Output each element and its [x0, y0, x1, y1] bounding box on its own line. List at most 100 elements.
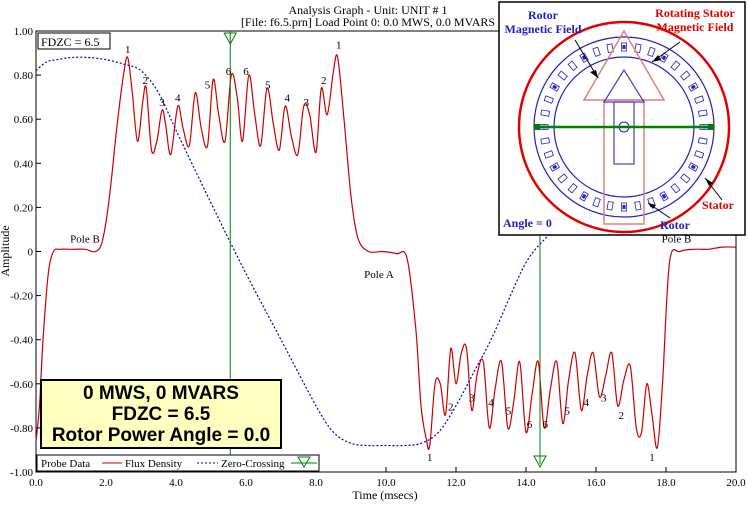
- info-line-load: 0 MWS, 0 MVARS: [83, 383, 239, 404]
- stator-field-label-line1: Rotating Stator: [655, 6, 735, 20]
- stator-slot: [680, 173, 691, 184]
- curve-annotation: 5: [506, 406, 512, 418]
- zero-crossing-line: [35, 56, 579, 447]
- curve-annotation: Pole B: [70, 234, 100, 246]
- x-tick-label: 20.0: [726, 477, 746, 489]
- rotor-pointer-head: [648, 203, 656, 209]
- stator-slot-conductor: [661, 193, 667, 199]
- stator-slot: [697, 109, 708, 117]
- y-tick-label: -1.00: [10, 467, 33, 479]
- curve-annotation: 4: [285, 93, 291, 105]
- curve-annotation: Pole A: [364, 269, 394, 281]
- x-axis-title: Time (msecs): [352, 488, 417, 502]
- stator-winding-slots: [539, 42, 709, 212]
- curve-annotation: 3: [159, 97, 165, 109]
- stator-slot: [549, 82, 560, 92]
- y-tick-label: -0.60: [10, 379, 33, 391]
- stator-slot: [543, 95, 554, 104]
- fdzc-label-box: [37, 32, 111, 50]
- chart-title: Analysis Graph - Unit: UNIT # 1: [288, 3, 447, 17]
- axis-end-left: [534, 124, 540, 130]
- info-line-power-angle: Rotor Power Angle = 0.0: [51, 425, 271, 446]
- x-tick-label: 12.0: [446, 477, 466, 489]
- series-layer: [35, 54, 737, 450]
- x-tick-label: 14.0: [516, 477, 536, 489]
- stator-slot: [694, 150, 705, 159]
- info-line-fdzc: FDZC = 6.5: [111, 404, 211, 425]
- stator-slot: [680, 70, 691, 81]
- curve-annotation: 2: [618, 410, 624, 422]
- curve-annotation: 2: [321, 75, 327, 87]
- stator-slot: [606, 43, 614, 54]
- stator-slot-conductor: [622, 205, 626, 209]
- y-tick-label: 0.20: [14, 202, 34, 214]
- curve-annotation: 3: [303, 97, 309, 109]
- stator-slot: [579, 191, 589, 202]
- curve-annotation: 5: [565, 406, 571, 418]
- rotor-label: Rotor: [660, 218, 691, 232]
- stator-slot-conductor: [690, 84, 696, 90]
- stator-slot-conductor: [581, 193, 587, 199]
- y-tick-label: 0: [28, 247, 34, 259]
- stator-slot: [647, 46, 656, 57]
- stator-slot: [567, 60, 578, 71]
- legend: [36, 454, 320, 472]
- stator-slot-conductor: [622, 45, 626, 49]
- stator-slot: [670, 60, 681, 71]
- stator-slot: [621, 202, 627, 212]
- rotor-magnetic-field-label-line1: Rotor: [528, 8, 559, 22]
- legend-probe-data: Probe Data: [41, 458, 90, 470]
- legend-zero-crossing: Zero-Crossing: [221, 458, 285, 470]
- operating-point-box: 0 MWS, 0 MVARS FDZC = 6.5 Rotor Power An…: [40, 379, 282, 449]
- y-axis-title: Amplitude: [0, 225, 12, 276]
- stator-slot-conductor: [581, 55, 587, 61]
- stator-slot: [557, 173, 568, 184]
- stator-slot: [670, 183, 681, 194]
- chart-subtitle: [File: f6.5.prn] Load Point 0: 0.0 MWS, …: [241, 15, 495, 29]
- angle-label: Angle = 0: [503, 216, 552, 230]
- fdzc-label: FDZC = 6.5: [41, 35, 99, 49]
- y-tick-label: -0.80: [10, 423, 33, 435]
- stator-slot: [659, 191, 669, 202]
- stator-slot: [634, 200, 642, 211]
- x-tick-label: 2.0: [99, 477, 113, 489]
- stator-slot: [567, 183, 578, 194]
- curve-annotation: Pole B: [662, 234, 692, 246]
- stator-outer-circle: [517, 20, 731, 234]
- stator-slot: [549, 162, 560, 172]
- y-tick-label: 0.60: [14, 114, 34, 126]
- curve-annotation: 5: [205, 79, 211, 91]
- stator-slot: [557, 70, 568, 81]
- curve-annotation: 6: [226, 66, 232, 78]
- stator-slot: [592, 46, 601, 57]
- stator-slot: [688, 162, 699, 172]
- curve-annotation: 2: [448, 401, 454, 413]
- axis-end-right: [708, 124, 714, 130]
- stator-slot-conductor: [552, 84, 558, 90]
- marker-triangle: [533, 455, 547, 469]
- stator-slot: [540, 109, 551, 117]
- curve-annotation: 5: [265, 79, 271, 91]
- stator-slot: [659, 52, 669, 63]
- stator-slot: [592, 197, 601, 208]
- x-tick-label: 8.0: [309, 477, 323, 489]
- stator-slot: [634, 43, 642, 54]
- stator-slot-conductor: [690, 164, 696, 170]
- curve-annotation: 1: [125, 44, 131, 56]
- x-tick-label: 6.0: [239, 477, 253, 489]
- stator-field-pointer-head: [652, 55, 661, 62]
- x-tick-label: 0.0: [29, 477, 43, 489]
- y-tick-label: 0.40: [14, 158, 34, 170]
- x-tick-label: 16.0: [586, 477, 606, 489]
- axes: 0.0 2.0 4.0 6.0 8.0 10.0 12.0 14.0 16.0 18.0 20.0 1…: [10, 26, 746, 489]
- stator-field-arrow-shaft: [603, 99, 645, 225]
- x-tick-label: 4.0: [169, 477, 183, 489]
- curve-annotation: 3: [601, 392, 607, 404]
- y-tick-label: 1.00: [14, 26, 34, 38]
- legend-marker-triangle: [297, 456, 311, 468]
- curve-annotation: 2: [142, 75, 148, 87]
- y-tick-label: -0.20: [10, 291, 33, 303]
- generator-inset: Rotor Magnetic Field Rotating Stator Mag…: [498, 1, 746, 236]
- rotor-field-arrow-shaft: [613, 101, 635, 165]
